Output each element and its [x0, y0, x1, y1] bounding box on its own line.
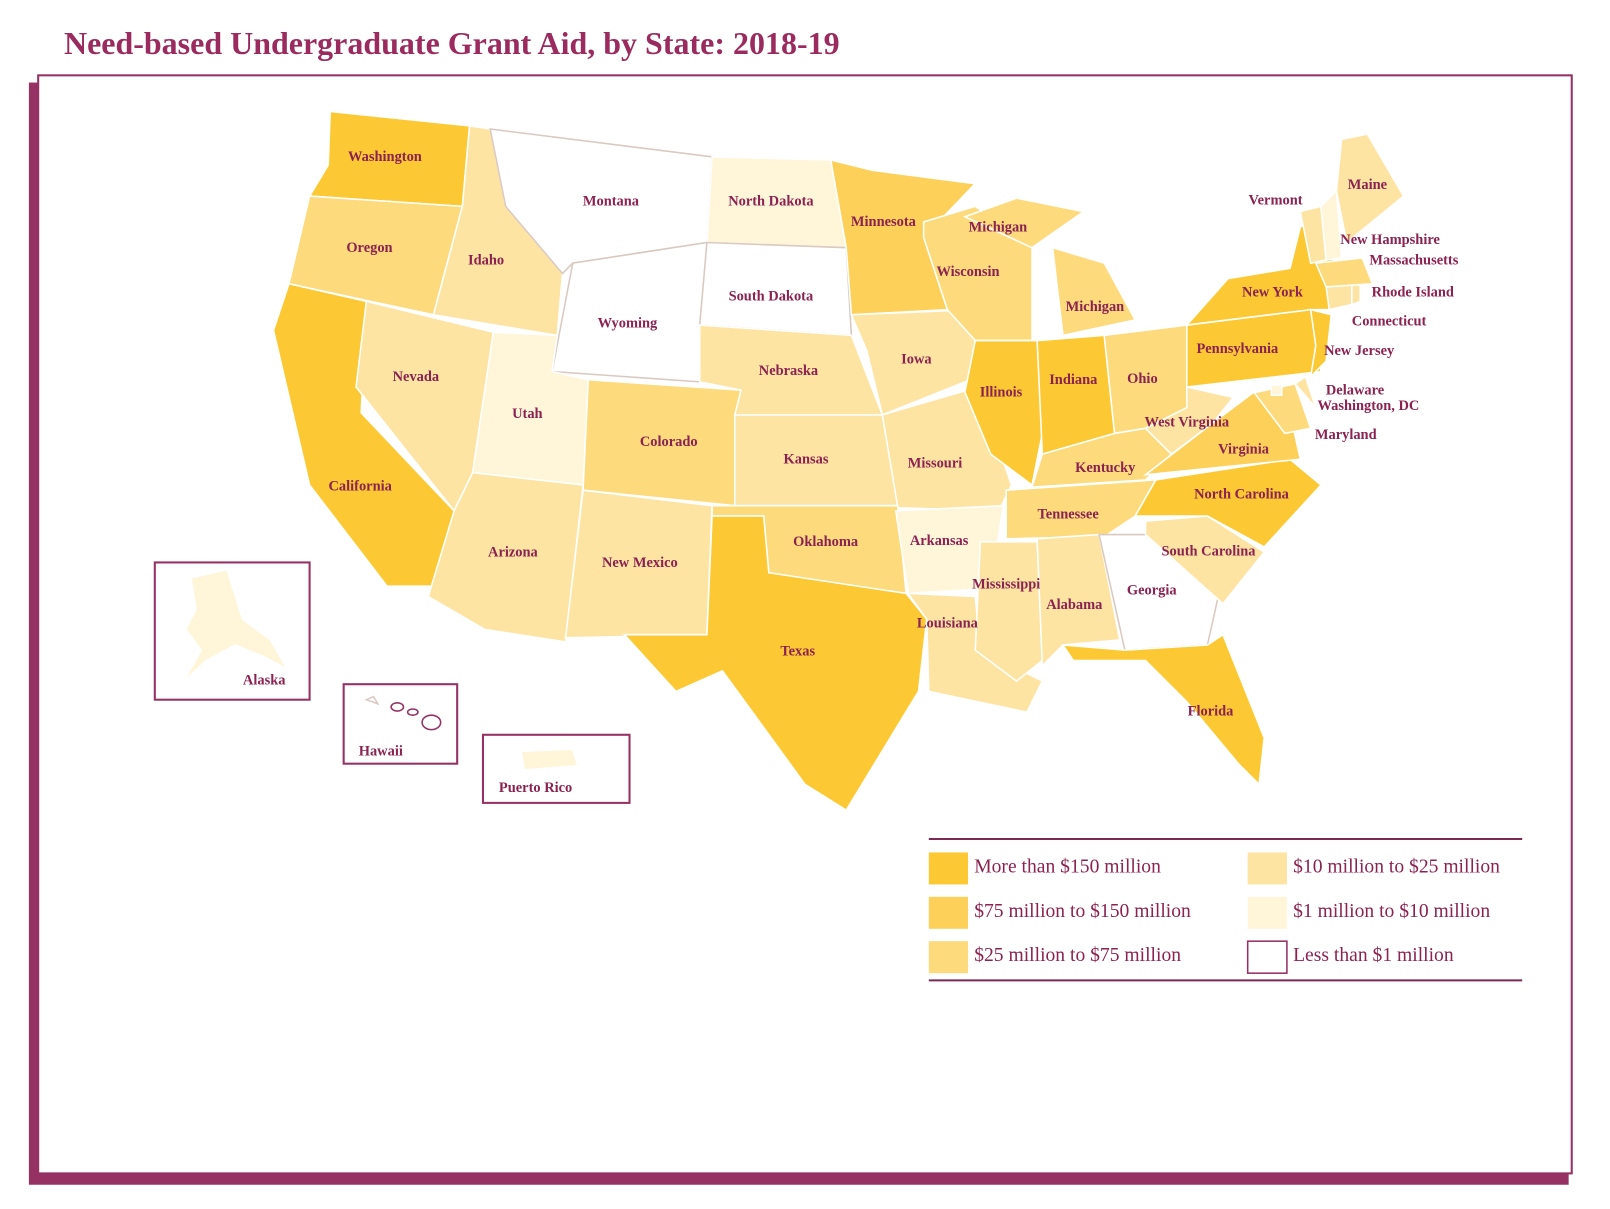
region-shape — [622, 515, 928, 812]
legend-swatch — [928, 941, 969, 974]
region-label: Kentucky — [1075, 460, 1136, 476]
region-label: Nebraska — [759, 363, 818, 379]
region-label: West Virginia — [1144, 414, 1229, 430]
region-label: North Carolina — [1194, 487, 1289, 503]
region-shape — [1309, 308, 1333, 379]
region-shape — [1325, 282, 1353, 311]
region-shape — [1036, 533, 1121, 668]
region-label: Puerto Rico — [499, 780, 572, 796]
region-label: Louisiana — [917, 616, 978, 632]
region-shape — [1335, 133, 1405, 244]
region-label: Texas — [780, 644, 815, 660]
legend-label: $25 million to $75 million — [974, 945, 1181, 966]
region-label: Minnesota — [851, 214, 916, 230]
region-label: Virginia — [1218, 441, 1269, 457]
region-shape — [1144, 515, 1266, 605]
legend-label: $1 million to $10 million — [1293, 901, 1490, 922]
region-label: Vermont — [1249, 193, 1303, 209]
region-shape — [1051, 246, 1137, 337]
region-label: Idaho — [468, 252, 504, 268]
island — [406, 708, 419, 716]
region-shape — [1294, 375, 1317, 409]
legend-swatch — [928, 852, 969, 885]
hawaii-inset — [342, 683, 459, 765]
region-label: Connecticut — [1352, 313, 1427, 329]
regions — [183, 110, 1405, 812]
island — [390, 702, 405, 712]
region-label: Delaware — [1326, 382, 1385, 398]
region-label: New Hampshire — [1340, 232, 1440, 248]
region-label: Michigan — [969, 219, 1028, 235]
legend-label: More than $150 million — [974, 856, 1161, 877]
region-label: New York — [1242, 284, 1304, 300]
region-label: North Dakota — [728, 194, 813, 210]
region-label: Indiana — [1049, 372, 1097, 388]
region-label: Washington, DC — [1317, 398, 1419, 414]
region-shape — [520, 748, 579, 771]
region-label: Missouri — [908, 456, 963, 472]
region-label: Washington — [348, 149, 422, 165]
region-shape — [906, 592, 1044, 713]
region-label: Pennsylvania — [1196, 341, 1278, 357]
puerto-rico-inset — [481, 733, 631, 804]
legend-swatch — [1247, 896, 1287, 929]
region-label: Illinois — [980, 385, 1023, 401]
region-label: Arizona — [488, 544, 538, 560]
region-label: Maryland — [1315, 427, 1377, 443]
region-label: Kansas — [784, 452, 829, 468]
region-label: Alabama — [1046, 597, 1102, 613]
region-label: Utah — [512, 406, 542, 422]
region-label: Wisconsin — [936, 264, 999, 280]
region-label: Oregon — [346, 240, 392, 256]
region-shape — [1320, 189, 1343, 261]
region-label: Tennessee — [1038, 506, 1100, 522]
title: Need-based Undergraduate Grant Aid, by S… — [64, 25, 840, 61]
region-shape — [1061, 633, 1265, 787]
region-label: Nevada — [393, 369, 440, 385]
region-shape — [1314, 257, 1374, 288]
region-label: Hawaii — [359, 744, 403, 760]
legend-swatch — [1246, 940, 1288, 974]
alaska-inset — [153, 561, 311, 701]
region-label: Georgia — [1127, 583, 1177, 599]
region-shape — [1098, 533, 1219, 651]
region-label: Colorado — [640, 434, 698, 450]
legend-label: $10 million to $25 million — [1293, 856, 1500, 877]
region-label: Oklahoma — [793, 534, 858, 550]
region-label: South Dakota — [729, 289, 814, 305]
region-shape — [183, 568, 289, 682]
legend-label: Less than $1 million — [1293, 945, 1454, 966]
region-shape — [1005, 479, 1158, 540]
region-label: Maine — [1348, 177, 1388, 193]
region-shape — [1233, 383, 1312, 435]
region-label: Ohio — [1127, 371, 1158, 387]
legend-label: $75 million to $150 million — [974, 901, 1191, 922]
region-shape — [974, 541, 1044, 683]
region-label: Rhode Island — [1372, 284, 1454, 300]
region-labels: Washington Oregon California Nevada Idaho Mon… — [243, 149, 1459, 796]
region-shape — [1351, 283, 1361, 306]
region-label: Montana — [583, 194, 639, 210]
region-label: Michigan — [1066, 299, 1125, 315]
island — [421, 714, 442, 731]
region-shape — [551, 241, 708, 383]
region-label: Florida — [1188, 703, 1234, 719]
region-label: Wyoming — [598, 315, 658, 331]
region-label: Iowa — [901, 351, 931, 367]
legend-swatch — [928, 896, 969, 929]
region-label: South Carolina — [1161, 543, 1255, 559]
region-label: Arkansas — [910, 533, 969, 549]
region-label: New Jersey — [1324, 343, 1395, 359]
region-label: New Mexico — [602, 555, 678, 571]
region-label: Mississippi — [972, 576, 1040, 592]
region-shape — [1270, 384, 1283, 397]
region-label: Alaska — [243, 672, 286, 688]
legend-swatch — [1247, 852, 1287, 885]
region-label: Massachusetts — [1369, 252, 1458, 268]
region-label: California — [328, 478, 391, 494]
region-shape — [364, 695, 380, 706]
region-shape — [962, 197, 1086, 249]
